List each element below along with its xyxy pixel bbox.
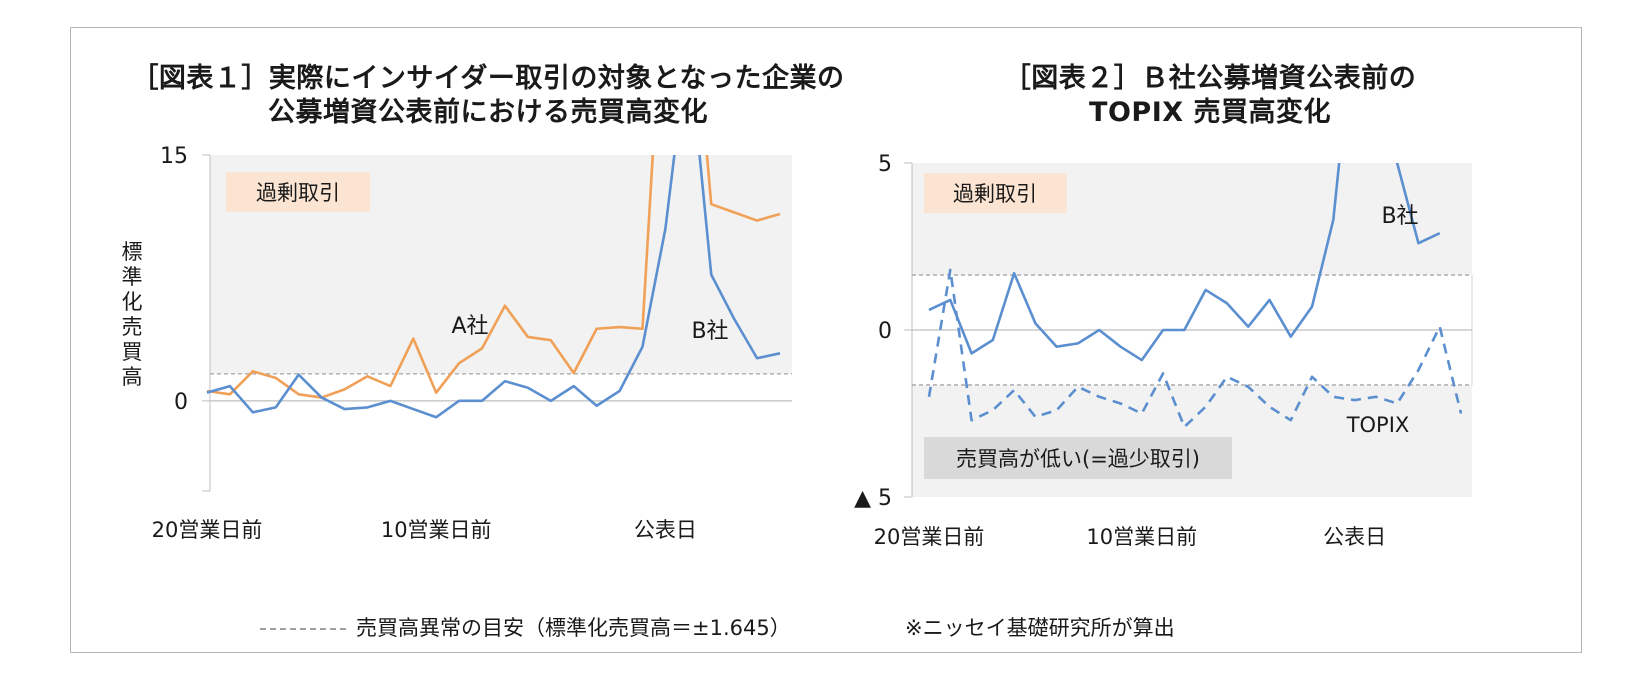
chart2-title-line2: TOPIX 売買高変化 xyxy=(1089,97,1331,128)
chart1-title: ［図表１］実際にインサイダー取引の対象となった企業の 公募増資公表前における売買… xyxy=(118,62,858,130)
figure-frame xyxy=(70,27,1582,653)
chart1-y-axis-label: 標準化売買高 xyxy=(118,240,146,390)
threshold-legend: 売買高異常の目安（標準化売買高＝±1.645） xyxy=(260,612,791,642)
chart1-y-tick-label: 0 xyxy=(174,390,188,415)
threshold-legend-swatch xyxy=(260,628,346,630)
chart2-x-tick-label: 20営業日前 xyxy=(874,525,985,549)
chart1-y-axis-label-char: 化 xyxy=(121,290,143,314)
chart2-x-tick-label: 10営業日前 xyxy=(1086,525,1197,549)
chart1-region-label-box xyxy=(226,172,370,212)
chart1-y-axis-label-char: 高 xyxy=(121,365,143,389)
chart1-title-line1: ［図表１］実際にインサイダー取引の対象となった企業の xyxy=(131,63,845,94)
chart2-series-label-b: B社 xyxy=(1381,204,1418,229)
chart2-series-line-topix xyxy=(927,268,1463,429)
chart2-y-tick-label: ▲ 5 xyxy=(854,486,892,511)
chart2-series-line-b xyxy=(928,163,1441,362)
chart1-region-label: 過剰取引 xyxy=(256,181,340,205)
source-note: ※ニッセイ基礎研究所が算出 xyxy=(905,616,1175,640)
chart1-series-group xyxy=(206,155,781,419)
chart2-region-label-high-box xyxy=(924,173,1067,213)
chart1-series-line-b xyxy=(206,155,781,419)
chart1-x-tick-label: 10営業日前 xyxy=(381,518,492,542)
chart2-y-tick-label: 5 xyxy=(878,152,892,177)
threshold-legend-text: 売買高異常の目安（標準化売買高＝±1.645） xyxy=(356,616,791,640)
chart2-series-group xyxy=(927,163,1463,429)
chart1-y-axis-label-char: 準 xyxy=(121,265,143,289)
chart1-title-line2: 公募増資公表前における売買高変化 xyxy=(268,97,708,128)
chart2-x-tick-label: 公表日 xyxy=(1323,525,1386,549)
chart1-y-axis-label-char: 買 xyxy=(121,340,143,364)
chart2-title-line1: ［図表２］Ｂ社公募増資公表前の xyxy=(1003,63,1417,94)
chart1-y-tick-label: 15 xyxy=(160,144,188,169)
chart2-y-tick-label: 0 xyxy=(878,319,892,344)
chart1-series-line-a xyxy=(206,155,781,399)
chart1-series-label-b: B社 xyxy=(691,319,728,344)
chart1-series-label-a: A社 xyxy=(451,314,488,339)
chart2-region-label-low: 売買高が低い(=過少取引) xyxy=(956,447,1200,471)
chart2-region-label-high: 過剰取引 xyxy=(953,182,1037,206)
chart2-region-label-low-box xyxy=(924,437,1232,479)
chart1-y-axis-label-char: 標 xyxy=(121,240,143,264)
chart2-series-label-topix: TOPIX xyxy=(1346,413,1410,437)
chart1-x-tick-label: 公表日 xyxy=(634,518,697,542)
chart2-title: ［図表２］Ｂ社公募増資公表前の TOPIX 売買高変化 xyxy=(950,62,1470,130)
chart1-x-tick-label: 20営業日前 xyxy=(152,518,263,542)
chart1-y-axis-label-char: 売 xyxy=(121,315,143,339)
